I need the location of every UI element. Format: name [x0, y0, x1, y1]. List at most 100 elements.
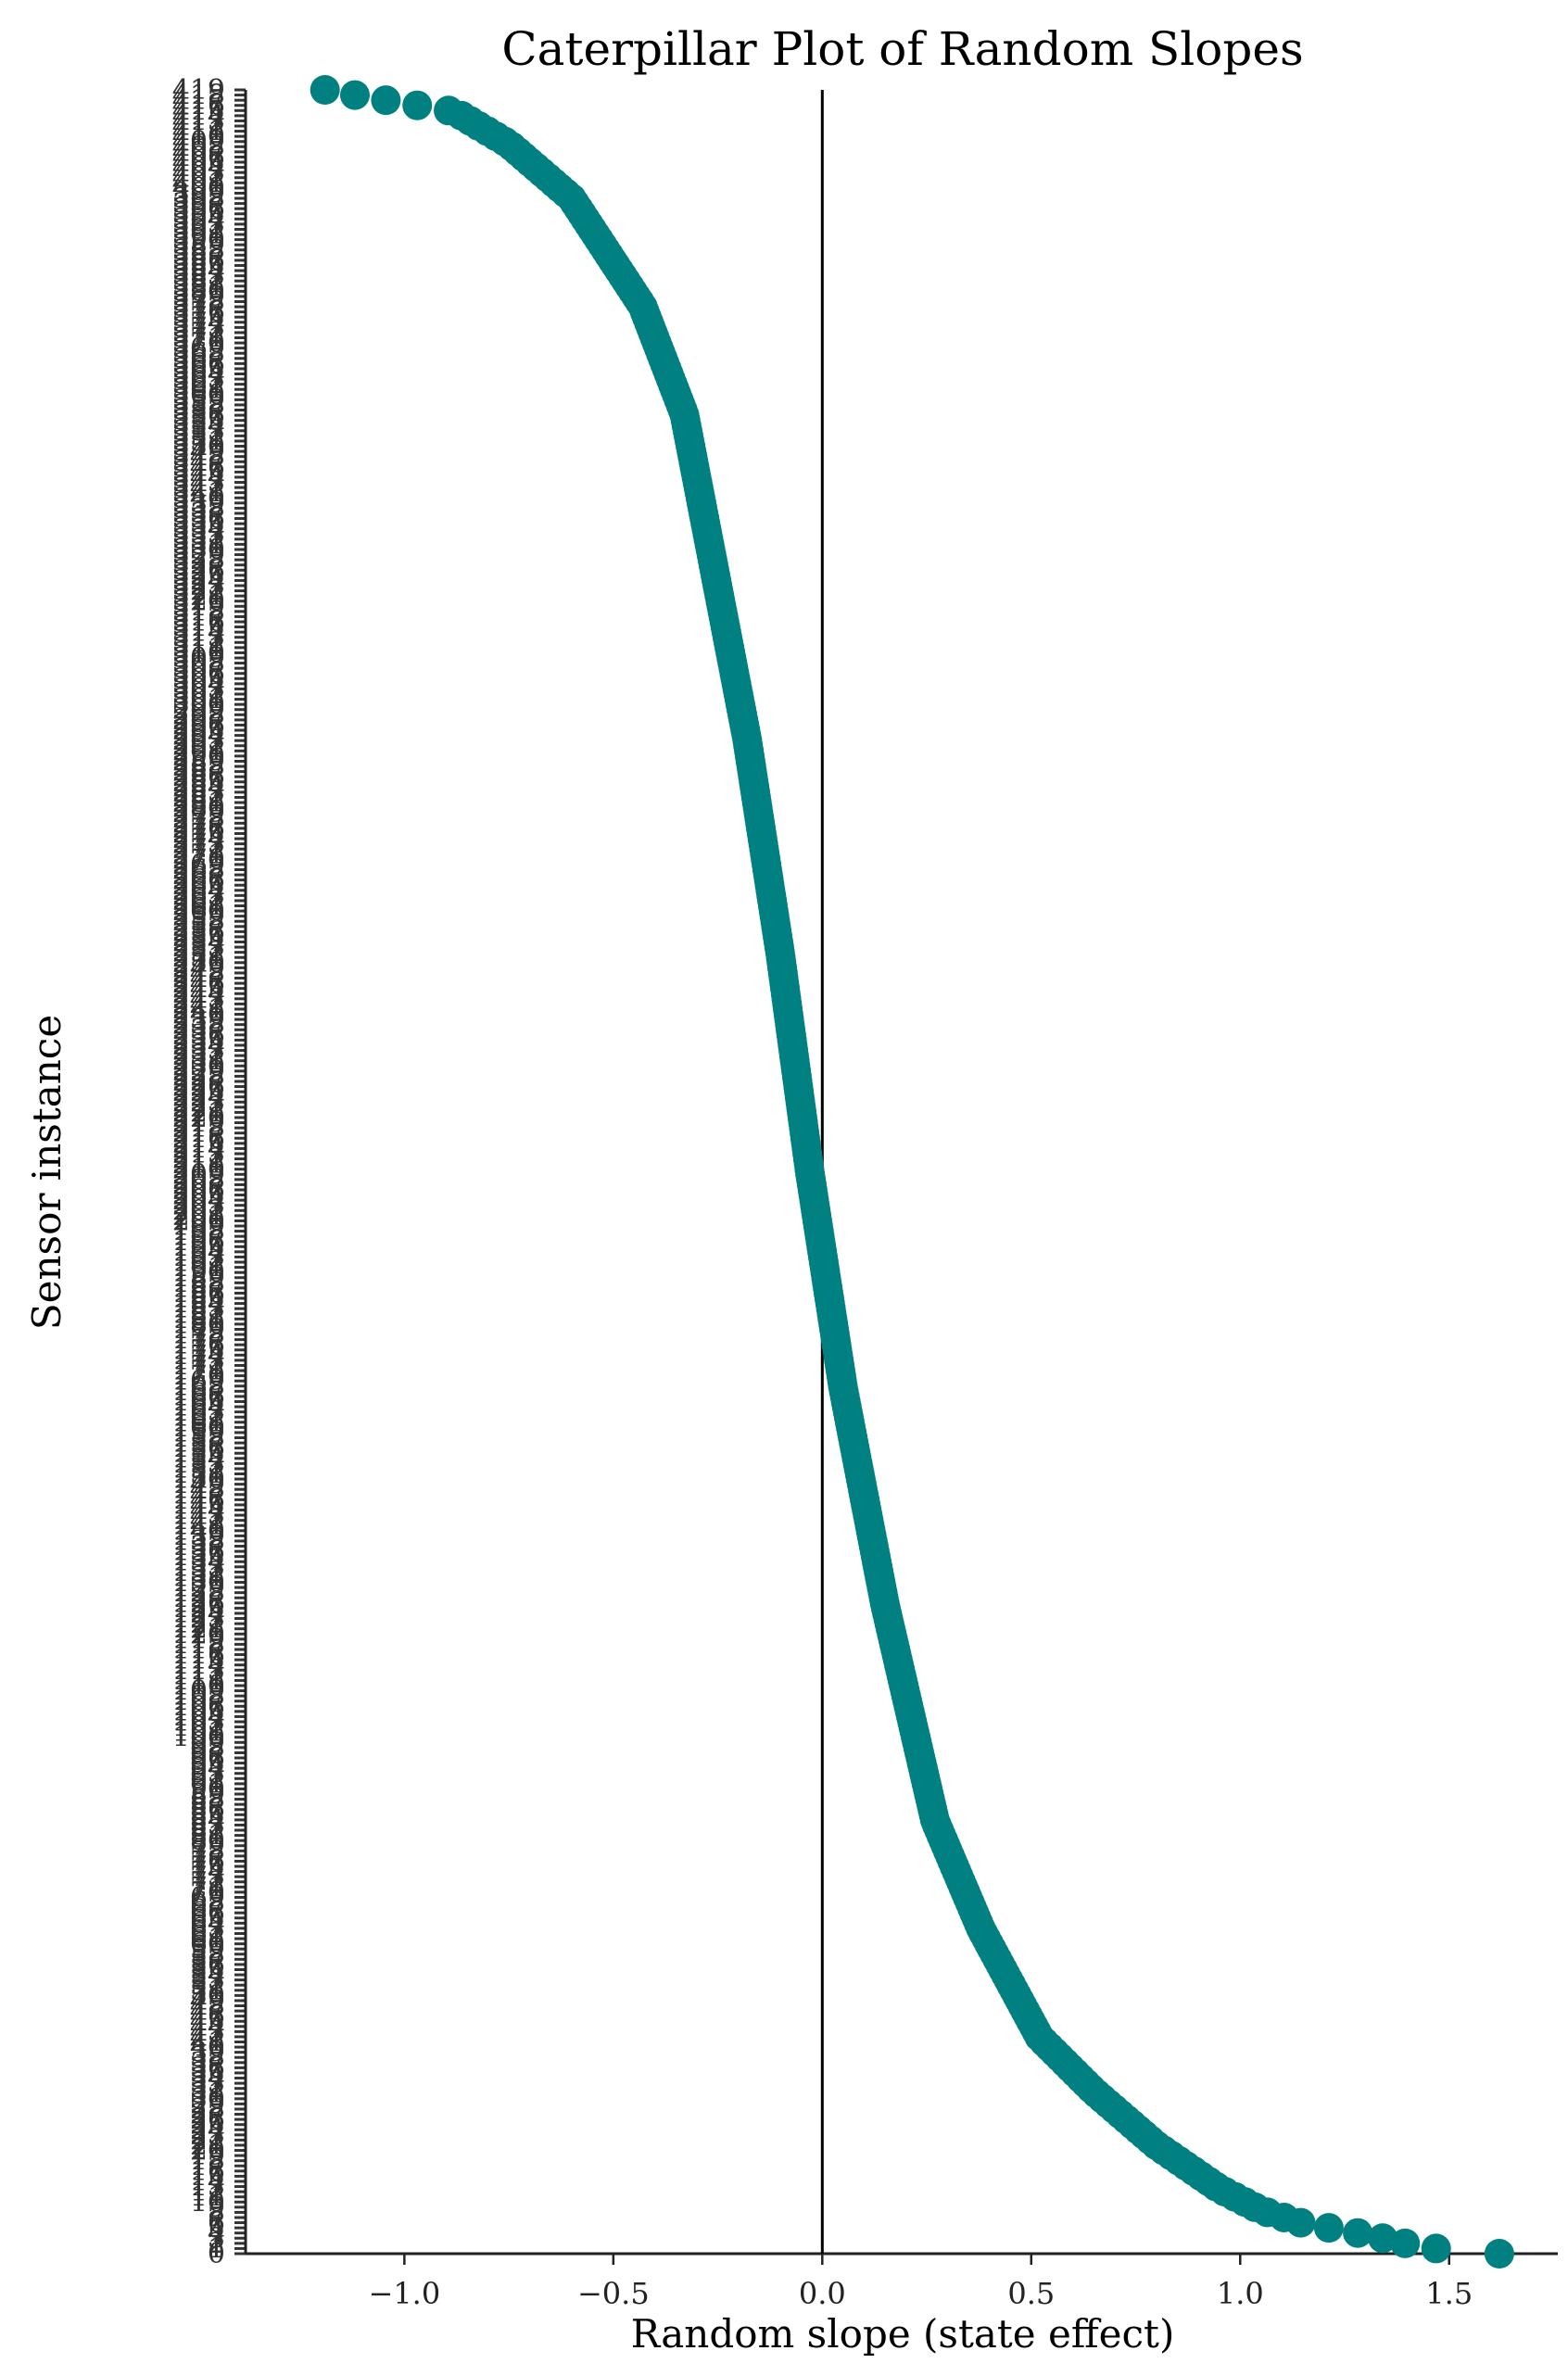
y-tick-label: 414 — [172, 100, 225, 133]
y-tick-label: 134 — [172, 1546, 225, 1578]
y-tick-label: 330 — [172, 534, 225, 566]
y-tick-label: 73 — [190, 1861, 225, 1893]
y-tick-label: 403 — [172, 157, 225, 189]
y-tick-label: 47 — [190, 1995, 225, 2028]
y-tick-label: 344 — [172, 461, 225, 494]
y-tick-label: 321 — [172, 580, 225, 613]
y-tick-label: 333 — [172, 518, 225, 550]
y-tick-label: 290 — [172, 740, 225, 773]
y-tick-label: 151 — [172, 1459, 225, 1491]
y-tick-label: 348 — [172, 441, 225, 474]
y-tick-label: 179 — [172, 1313, 225, 1346]
y-tick-label: 334 — [172, 513, 225, 546]
y-tick-label: 278 — [172, 803, 225, 835]
y-tick-label: 294 — [172, 720, 225, 752]
y-tick-label: 340 — [172, 482, 225, 514]
y-tick-label: 275 — [172, 817, 225, 850]
data-point — [1368, 2223, 1398, 2254]
y-tick-label: 226 — [172, 1071, 225, 1104]
y-tick-label: 371 — [172, 322, 225, 354]
y-tick-label: 244 — [172, 978, 225, 1010]
y-tick-label: 95 — [190, 1748, 225, 1780]
y-tick-label: 258 — [172, 905, 225, 938]
y-tick-label: 374 — [172, 307, 225, 339]
y-tick-label: 282 — [172, 781, 225, 814]
y-tick-label: 100 — [172, 1722, 225, 1754]
y-tick-label: 34 — [190, 2063, 225, 2095]
y-tick-label: 359 — [172, 384, 225, 416]
y-tick-label: 205 — [172, 1180, 225, 1212]
y-tick-label: 332 — [172, 524, 225, 556]
y-tick-label: 97 — [190, 1737, 225, 1769]
y-tick-label: 18 — [190, 2145, 225, 2178]
data-point — [371, 85, 401, 116]
y-tick-label: 306 — [172, 658, 225, 690]
y-tick-label: 220 — [172, 1102, 225, 1134]
y-tick-label: 63 — [190, 1913, 225, 1945]
y-tick-label: 107 — [172, 1686, 225, 1718]
y-tick-label: 117 — [172, 1634, 225, 1666]
y-tick-label: 241 — [172, 993, 225, 1026]
y-tick-label: 259 — [172, 901, 225, 933]
y-tick-label: 285 — [172, 766, 225, 799]
y-tick-label: 228 — [172, 1060, 225, 1093]
y-tick-label: 401 — [172, 167, 225, 199]
y-tick-label: 210 — [172, 1154, 225, 1186]
y-tick-label: 76 — [190, 1845, 225, 1877]
y-tick-label: 81 — [190, 1820, 225, 1852]
y-tick-label: 131 — [172, 1561, 225, 1594]
y-tick-label: 213 — [172, 1138, 225, 1170]
y-tick-label: 281 — [172, 787, 225, 819]
y-tick-label: 166 — [172, 1381, 225, 1413]
y-tick-label: 262 — [172, 885, 225, 917]
y-tick-label: 243 — [172, 983, 225, 1016]
y-tick-label: 231 — [172, 1045, 225, 1078]
y-tick-label: 3 — [208, 2222, 225, 2255]
y-tick-label: 106 — [172, 1690, 225, 1723]
y-tick-label: 335 — [172, 508, 225, 540]
y-tick-label: 260 — [172, 895, 225, 928]
y-tick-label: 138 — [172, 1525, 225, 1558]
y-tick-label: 88 — [190, 1784, 225, 1816]
data-point — [1343, 2218, 1373, 2248]
y-tick-label: 383 — [172, 260, 225, 293]
y-tick-label: 386 — [172, 245, 225, 277]
y-tick-label: 137 — [172, 1531, 225, 1563]
y-tick-label: 236 — [172, 1019, 225, 1052]
y-tick-label: 366 — [172, 348, 225, 380]
y-tick-label: 252 — [172, 937, 225, 969]
y-tick-label: 396 — [172, 193, 225, 225]
y-tick-label: 247 — [172, 963, 225, 995]
y-tick-label: 119 — [172, 1624, 225, 1656]
y-tick-label: 39 — [190, 2037, 225, 2069]
y-tick-label: 372 — [172, 317, 225, 349]
y-tick-label: 378 — [172, 285, 225, 318]
y-tick-label: 232 — [172, 1040, 225, 1072]
y-tick-label: 12 — [190, 2176, 225, 2208]
y-tick-label: 389 — [172, 229, 225, 261]
y-tick-label: 203 — [172, 1190, 225, 1222]
data-point — [434, 95, 464, 126]
y-tick-label: 229 — [172, 1055, 225, 1088]
y-tick-label: 194 — [172, 1236, 225, 1269]
y-tick-label: 43 — [190, 2016, 225, 2048]
y-tick-label: 52 — [190, 1969, 225, 2002]
y-tick-label: 391 — [172, 219, 225, 251]
y-tick-label: 116 — [172, 1639, 225, 1672]
y-tick-label: 408 — [172, 131, 225, 163]
y-tick-label: 336 — [172, 503, 225, 536]
y-tick-label: 357 — [172, 395, 225, 427]
y-tick-label: 139 — [172, 1520, 225, 1552]
x-tick-label: 0.0 — [799, 2276, 846, 2311]
y-tick-label: 235 — [172, 1024, 225, 1056]
y-tick-label: 406 — [172, 141, 225, 173]
y-tick-label: 108 — [172, 1680, 225, 1712]
y-tick-label: 208 — [172, 1164, 225, 1196]
y-tick-label: 251 — [172, 942, 225, 974]
y-tick-label: 239 — [172, 1004, 225, 1036]
y-tick-label: 16 — [190, 2155, 225, 2188]
y-tick-label: 24 — [190, 2114, 225, 2146]
x-tick-label: 1.0 — [1217, 2276, 1264, 2311]
y-tick-label: 74 — [190, 1856, 225, 1889]
y-tick-label: 157 — [172, 1427, 225, 1460]
